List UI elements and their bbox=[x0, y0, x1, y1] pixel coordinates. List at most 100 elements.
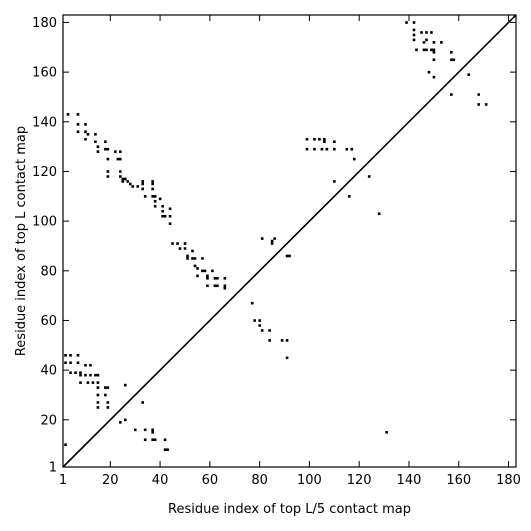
x-tick-label: 60 bbox=[202, 473, 219, 488]
contact-point bbox=[166, 448, 169, 451]
x-tick-label: 80 bbox=[251, 473, 268, 488]
plot-frame bbox=[62, 14, 517, 468]
x-tick-label: 100 bbox=[297, 473, 322, 488]
contact-point bbox=[141, 182, 145, 186]
contact-point bbox=[104, 140, 107, 144]
x-tick-label: 160 bbox=[446, 473, 471, 488]
contact-point bbox=[106, 401, 110, 404]
contact-point bbox=[151, 180, 154, 183]
contact-point bbox=[440, 41, 443, 44]
contact-point bbox=[323, 137, 326, 141]
contact-point bbox=[432, 41, 436, 44]
contact-point bbox=[141, 187, 145, 191]
contact-point bbox=[367, 175, 371, 178]
contact-point bbox=[79, 371, 82, 374]
contact-point bbox=[196, 267, 199, 270]
contact-point bbox=[96, 150, 100, 153]
contact-point bbox=[178, 247, 182, 250]
y-tick-label: 80 bbox=[40, 264, 57, 279]
contact-point bbox=[151, 438, 154, 442]
contact-point bbox=[427, 70, 431, 74]
y-tick-label: 120 bbox=[32, 165, 57, 180]
contact-point bbox=[84, 130, 87, 134]
contact-point bbox=[104, 386, 107, 389]
contact-point bbox=[253, 319, 257, 322]
contact-point bbox=[114, 150, 117, 153]
contact-point bbox=[183, 242, 187, 245]
contact-point bbox=[69, 354, 72, 357]
contact-point bbox=[412, 21, 416, 24]
contact-point bbox=[213, 277, 217, 280]
contact-point bbox=[104, 147, 107, 151]
contact-point bbox=[161, 209, 164, 213]
diagonal-line bbox=[62, 14, 517, 468]
contact-point bbox=[191, 257, 194, 260]
contact-point bbox=[285, 254, 289, 258]
contact-point bbox=[86, 132, 90, 136]
contact-point bbox=[143, 195, 147, 198]
contact-point bbox=[477, 103, 481, 106]
contact-point bbox=[201, 257, 204, 260]
contact-point bbox=[432, 48, 436, 52]
contact-point bbox=[79, 373, 82, 377]
contact-point bbox=[425, 38, 428, 42]
contact-point bbox=[333, 180, 336, 183]
contact-point bbox=[76, 123, 80, 126]
contact-point bbox=[452, 58, 456, 62]
contact-point bbox=[420, 31, 423, 34]
contact-point bbox=[123, 383, 127, 387]
contact-point bbox=[211, 269, 214, 273]
contact-point bbox=[106, 170, 110, 173]
contact-point bbox=[151, 187, 154, 191]
contact-point bbox=[96, 386, 100, 389]
contact-point bbox=[432, 58, 436, 62]
contact-point bbox=[133, 428, 137, 432]
x-tick-label: 20 bbox=[102, 473, 119, 488]
contact-point bbox=[64, 354, 67, 357]
contact-point bbox=[206, 274, 209, 278]
contact-point bbox=[196, 274, 199, 278]
contact-point bbox=[119, 150, 122, 153]
contact-point bbox=[412, 38, 416, 42]
contact-point bbox=[270, 242, 274, 245]
contact-point bbox=[151, 430, 154, 434]
contact-point bbox=[84, 137, 87, 141]
contact-point bbox=[450, 51, 453, 54]
contact-point bbox=[223, 286, 227, 290]
contact-point bbox=[158, 197, 162, 201]
contact-point bbox=[121, 177, 125, 181]
contact-point bbox=[151, 195, 154, 198]
contact-point bbox=[467, 73, 471, 76]
contact-point bbox=[126, 180, 130, 183]
contact-point bbox=[422, 48, 426, 52]
contact-point bbox=[94, 132, 97, 136]
contact-point bbox=[89, 363, 92, 367]
contact-point bbox=[270, 239, 274, 243]
contact-point bbox=[216, 277, 219, 280]
contact-point bbox=[385, 430, 388, 434]
contact-points bbox=[64, 21, 488, 451]
contact-point bbox=[350, 147, 354, 151]
contact-point bbox=[430, 48, 433, 52]
contact-point bbox=[323, 140, 326, 144]
contact-point bbox=[313, 147, 316, 151]
contact-point bbox=[141, 180, 145, 183]
contact-point bbox=[136, 185, 140, 188]
y-tick-label: 180 bbox=[32, 16, 57, 31]
x-axis-ticks: 1 20 40 60 80 100 120 140 160 180 bbox=[59, 15, 521, 488]
contact-point bbox=[96, 373, 100, 377]
contact-point bbox=[193, 257, 197, 260]
contact-point bbox=[422, 41, 426, 44]
x-tick-label: 180 bbox=[496, 473, 521, 488]
contact-point bbox=[84, 363, 87, 367]
contact-point bbox=[84, 123, 87, 126]
contact-point bbox=[325, 147, 329, 151]
contact-point bbox=[161, 204, 164, 208]
contact-point bbox=[168, 222, 172, 225]
contact-point bbox=[119, 170, 122, 173]
contact-point bbox=[163, 214, 167, 218]
contact-point bbox=[76, 361, 80, 365]
contact-point bbox=[64, 443, 67, 447]
y-tick-label: 1 bbox=[49, 461, 57, 476]
